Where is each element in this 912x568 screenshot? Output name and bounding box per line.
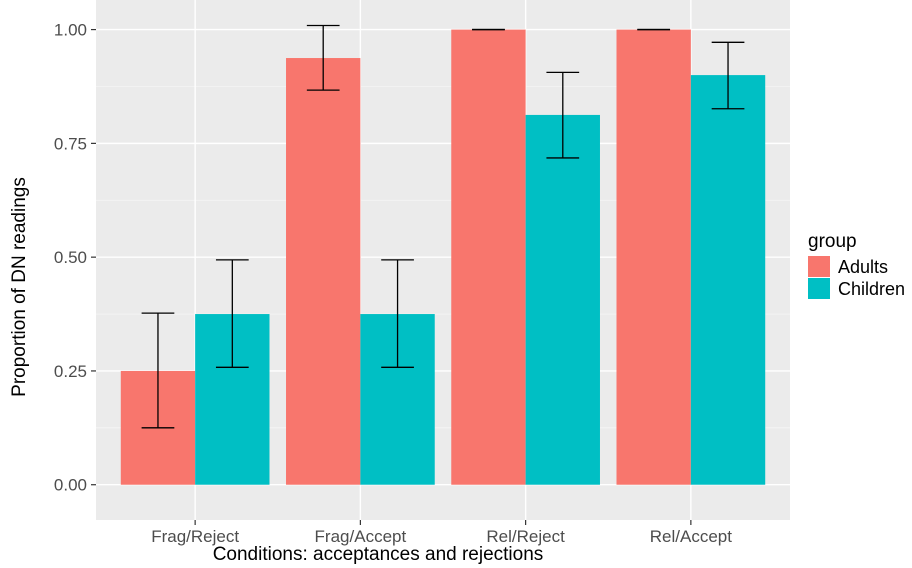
bar-adults-frag-accept xyxy=(286,58,361,485)
x-tick-label: Rel/Accept xyxy=(650,527,732,546)
legend-key-adults xyxy=(808,256,830,277)
x-tick-label: Frag/Reject xyxy=(151,527,239,546)
legend-label-adults: Adults xyxy=(838,257,888,277)
bar-children-rel-accept xyxy=(690,75,766,485)
bar-adults-rel-reject xyxy=(451,29,526,485)
error-bars xyxy=(141,24,745,429)
legend-key-children xyxy=(808,278,830,299)
y-tick-label: 1.00 xyxy=(54,21,87,40)
legend-label-children: Children xyxy=(838,279,905,299)
y-tick-label: 0.50 xyxy=(54,248,87,267)
y-axis-title: Proportion of DN readings xyxy=(9,177,30,397)
x-tick-label: Frag/Accept xyxy=(315,527,407,546)
y-tick-label: 0.75 xyxy=(54,134,87,153)
legend-title: group xyxy=(808,231,857,252)
x-axis: Frag/Reject Frag/Accept Rel/Reject Rel/Acce… xyxy=(151,520,732,546)
bar-adults-rel-accept xyxy=(616,29,691,485)
y-tick-label: 0.00 xyxy=(54,476,87,495)
y-axis: 0.00 0.25 0.50 0.75 1.00 xyxy=(54,21,96,495)
bar-children-rel-reject xyxy=(525,114,600,485)
y-tick-label: 0.25 xyxy=(54,362,87,381)
x-axis-title: Conditions: acceptances and rejections xyxy=(213,544,544,565)
x-tick-label: Rel/Reject xyxy=(486,527,565,546)
